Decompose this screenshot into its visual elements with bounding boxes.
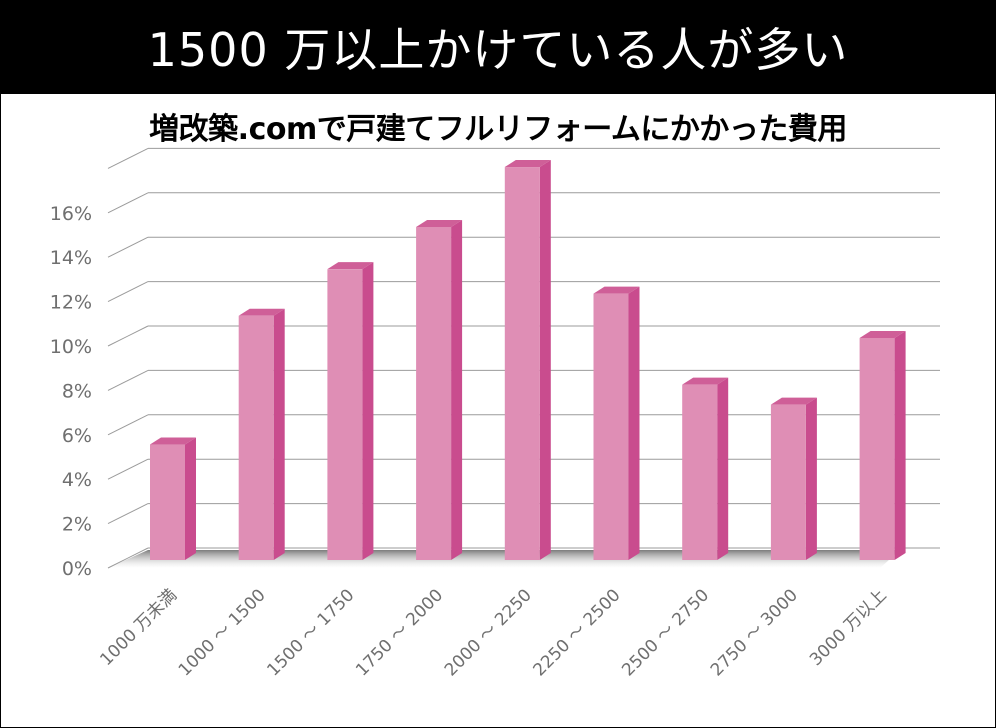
gridline-depth (107, 547, 149, 569)
x-tick-label: 3000 万以上 (806, 585, 891, 670)
bar-top (859, 331, 906, 338)
bar-top (416, 220, 463, 227)
bar (416, 227, 452, 560)
bar (682, 384, 718, 560)
y-tick-label: 14% (50, 247, 92, 269)
page-title: 1500 万以上かけている人が多い (0, 0, 996, 94)
bar (593, 293, 629, 560)
bar-top (682, 377, 729, 385)
x-tick-label: 1000 万未満 (96, 585, 181, 670)
gridline-depth (107, 281, 149, 303)
bar (327, 269, 363, 560)
bar-top (593, 286, 640, 294)
gridline-depth (107, 147, 149, 169)
x-tick-label: 2250 ～ 2500 (530, 585, 625, 680)
bar-top (238, 308, 285, 316)
bar (770, 404, 806, 560)
y-tick-label: 10% (50, 336, 92, 358)
gridline-depth (107, 236, 149, 258)
bar (238, 315, 274, 560)
x-tick-label: 1750 ～ 2000 (352, 585, 447, 680)
bar-side (451, 220, 463, 560)
bar-side (362, 262, 374, 560)
bar (859, 338, 895, 560)
gridline-depth (107, 458, 149, 480)
gridline-depth (107, 369, 149, 391)
chart-title: 増改築.comで戸建てフルリフォームにかかった費用 (149, 112, 847, 147)
x-tick-label: 2750 ～ 3000 (707, 585, 802, 680)
bar-side (894, 331, 906, 560)
gridline-depth (107, 325, 149, 347)
bar-side (185, 437, 196, 560)
x-tick-label: 2000 ～ 2250 (441, 585, 536, 680)
x-tick-label: 1500 ～ 1750 (263, 585, 358, 680)
y-tick-label: 6% (62, 425, 92, 447)
x-tick-label: 2500 ～ 2750 (618, 585, 713, 680)
gridline-depth (107, 192, 149, 214)
y-tick-label: 12% (50, 292, 92, 314)
bar-side (717, 377, 729, 560)
bar-side (628, 286, 640, 560)
bar-top (150, 437, 196, 445)
bar-side (273, 308, 285, 560)
y-tick-label: 16% (50, 203, 92, 225)
bar-top (770, 397, 817, 405)
x-tick-label: 1000 ～ 1500 (175, 585, 270, 680)
bar-side (805, 397, 817, 560)
y-tick-label: 8% (62, 380, 92, 402)
bar-top (327, 262, 374, 270)
y-tick-label: 0% (62, 558, 92, 580)
bar-top (504, 160, 551, 168)
bar (150, 444, 185, 560)
y-tick-label: 2% (62, 514, 92, 536)
gridline-depth (107, 503, 149, 525)
bar-side (539, 160, 551, 560)
gridline-depth (107, 414, 149, 436)
bar (504, 167, 540, 560)
y-tick-label: 4% (62, 469, 92, 491)
